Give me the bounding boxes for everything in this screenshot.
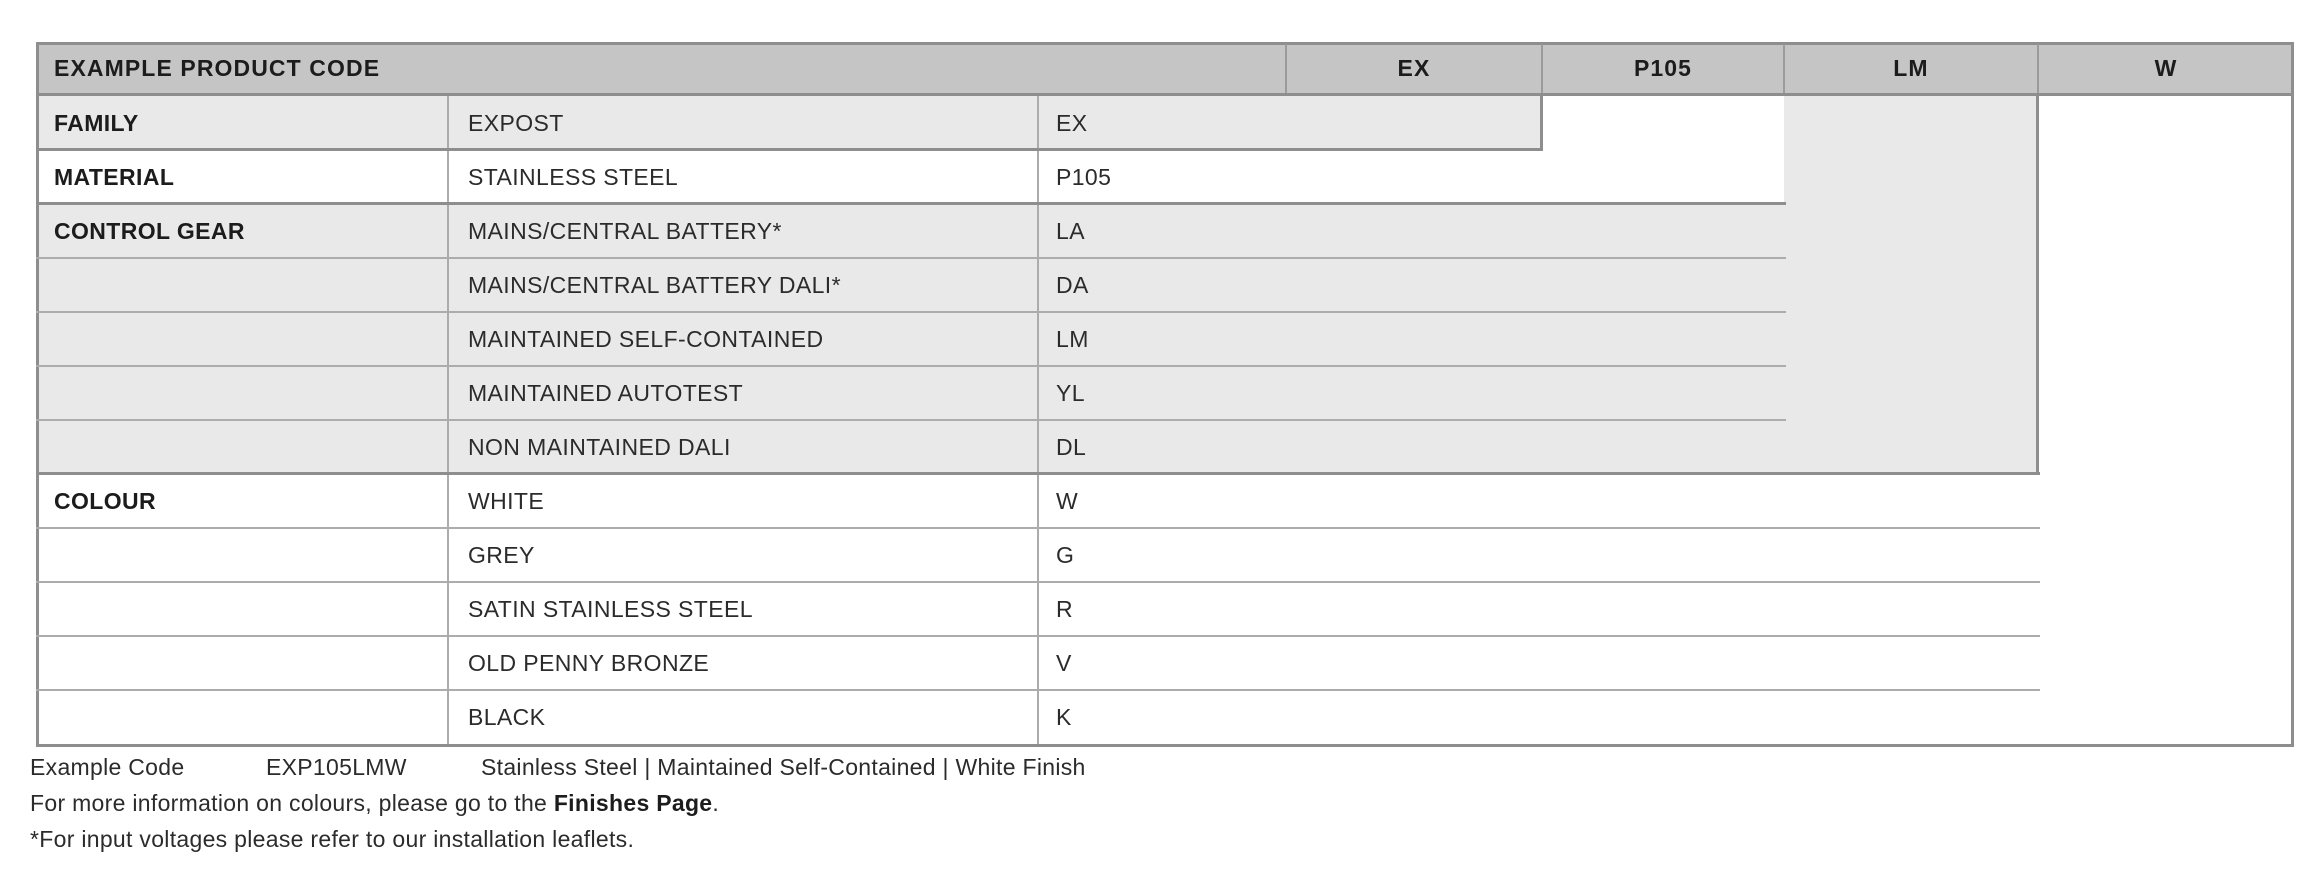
colours-note-text: For more information on colours, please … [30, 790, 554, 816]
ex-selection-band [36, 96, 1543, 150]
row-code: YL [1056, 380, 1085, 406]
table-row: MATERIAL STAINLESS STEEL P105 [36, 150, 2294, 204]
row-code: P105 [1056, 164, 1112, 190]
table-row: CONTROL GEAR MAINS/CENTRAL BATTERY* LA [36, 204, 2294, 258]
table-border [36, 148, 1543, 151]
table-row: MAINTAINED AUTOTEST YL [36, 366, 2294, 420]
row-label: CONTROL GEAR [54, 218, 245, 244]
row-desc: WHITE [468, 488, 545, 514]
table-border [2037, 44, 2039, 93]
row-desc: OLD PENNY BRONZE [468, 650, 710, 676]
table-border [36, 527, 2040, 529]
table-border [36, 635, 2040, 637]
colours-note: For more information on colours, please … [30, 789, 719, 817]
row-desc: STAINLESS STEEL [468, 164, 679, 190]
table-border [1541, 44, 1543, 93]
table-row: COLOUR WHITE W [36, 474, 2294, 528]
header-code-lm: LM [1893, 55, 1929, 81]
table-border [36, 744, 2294, 747]
table-border [36, 419, 1786, 421]
row-desc: EXPOST [468, 110, 564, 136]
header-code-ex: EX [1397, 55, 1431, 81]
row-code: LA [1056, 218, 1085, 244]
table-border [36, 42, 39, 747]
lm-band-border [2036, 96, 2039, 475]
table-border [1783, 44, 1785, 93]
finishes-page-link: Finishes Page [553, 790, 713, 816]
table-title: EXAMPLE PRODUCT CODE [54, 55, 381, 81]
row-label: MATERIAL [54, 164, 175, 190]
table-border [36, 202, 1786, 205]
row-code: DL [1056, 434, 1087, 460]
row-desc: NON MAINTAINED DALI [468, 434, 731, 460]
row-desc: GREY [468, 542, 535, 568]
row-code: R [1056, 596, 1074, 622]
table-header-row: EXAMPLE PRODUCT CODE EX P105 LM W [36, 42, 2294, 93]
table-row: MAINS/CENTRAL BATTERY DALI* DA [36, 258, 2294, 312]
voltage-note: *For input voltages please refer to our … [30, 826, 635, 852]
table-row: BLACK K [36, 690, 2294, 744]
row-desc: MAINS/CENTRAL BATTERY* [468, 218, 782, 244]
row-desc: SATIN STAINLESS STEEL [468, 596, 753, 622]
colours-note-period: . [712, 790, 720, 816]
table-border [1285, 44, 1287, 93]
table-border [36, 365, 1786, 367]
row-desc: MAINTAINED SELF-CONTAINED [468, 326, 824, 352]
table-row: NON MAINTAINED DALI DL [36, 420, 2294, 474]
header-code-p105: P105 [1633, 55, 1693, 81]
table-border [36, 42, 2294, 45]
control-gear-section-band [36, 204, 1784, 474]
table-row: MAINTAINED SELF-CONTAINED LM [36, 312, 2294, 366]
table-border [2291, 42, 2294, 747]
table-row: OLD PENNY BRONZE V [36, 636, 2294, 690]
header-code-w: W [2154, 55, 2178, 81]
example-code-label: Example Code [30, 754, 185, 780]
row-code: LM [1056, 326, 1089, 352]
row-label: FAMILY [54, 110, 139, 136]
example-code-description: Stainless Steel | Maintained Self-Contai… [481, 754, 1086, 780]
row-desc: MAINS/CENTRAL BATTERY DALI* [468, 272, 841, 298]
row-desc: BLACK [468, 704, 546, 730]
table-row: FAMILY EXPOST EX [36, 96, 2294, 150]
table-header-background [36, 42, 2294, 96]
table-border [36, 472, 2040, 475]
row-code: EX [1056, 110, 1088, 136]
table-border [36, 311, 1786, 313]
table-border [36, 257, 1786, 259]
lm-selection-band [1784, 96, 2036, 475]
row-code: DA [1056, 272, 1089, 298]
row-code: G [1056, 542, 1075, 568]
table-border [36, 581, 2040, 583]
row-desc: MAINTAINED AUTOTEST [468, 380, 744, 406]
row-code: W [1056, 488, 1079, 514]
row-code: K [1056, 704, 1072, 730]
table-row: SATIN STAINLESS STEEL R [36, 582, 2294, 636]
ex-band-border [1540, 96, 1543, 151]
row-code: V [1056, 650, 1072, 676]
row-label: COLOUR [54, 488, 157, 514]
table-border [36, 93, 2294, 96]
table-row: GREY G [36, 528, 2294, 582]
example-code-line: Example Code EXP105LMW Stainless Steel |… [30, 753, 1430, 781]
example-code-value: EXP105LMW [266, 754, 407, 780]
table-border [36, 689, 2040, 691]
